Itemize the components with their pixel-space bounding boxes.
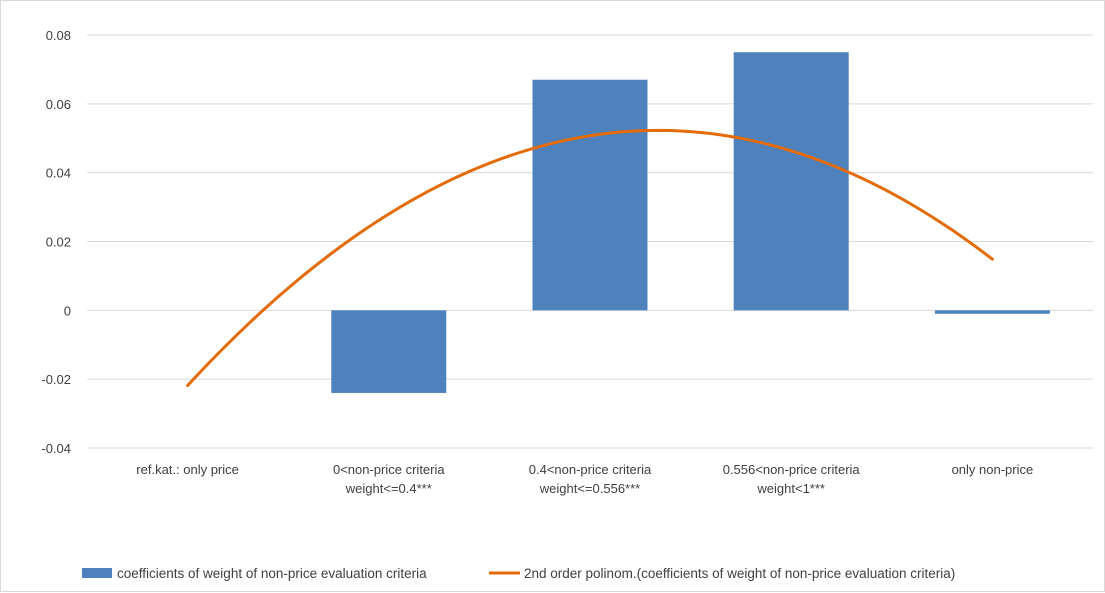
- legend-label-bar: coefficients of weight of non-price eval…: [117, 566, 427, 581]
- trendline: [186, 128, 994, 388]
- y-tick-label: -0.02: [41, 372, 71, 387]
- bar-layer: [331, 52, 1050, 393]
- x-tick-label: 0<non-price criteria: [333, 462, 445, 477]
- bar: [331, 310, 447, 393]
- x-tick-label: 0.4<non-price criteria: [529, 462, 652, 477]
- y-tick-label: 0.08: [46, 28, 71, 43]
- x-tick-label: weight<=0.4***: [345, 481, 432, 496]
- trend-layer: [186, 128, 994, 388]
- bar: [532, 79, 648, 311]
- y-tick-label: 0: [64, 303, 71, 318]
- legend: coefficients of weight of non-price eval…: [82, 566, 955, 581]
- x-tick-label: weight<=0.556***: [539, 481, 640, 496]
- y-tick-label: 0.06: [46, 97, 71, 112]
- x-tick-label: 0.556<non-price criteria: [723, 462, 861, 477]
- y-tick-label: 0.02: [46, 235, 71, 250]
- y-axis-ticks: -0.04 -0.02 0 0.02 0.04 0.06 0.08: [41, 28, 71, 456]
- x-tick-label: weight<1***: [756, 481, 825, 496]
- x-tick-label: ref.kat.: only price: [136, 462, 239, 477]
- bar: [934, 310, 1050, 314]
- legend-swatch-bar: [82, 568, 112, 578]
- x-axis-ticks: ref.kat.: only price 0<non-price criteria…: [136, 462, 1033, 496]
- legend-label-trendline: 2nd order polinom.(coefficients of weigh…: [524, 566, 955, 581]
- x-tick-label: only non-price: [952, 462, 1034, 477]
- y-tick-label: 0.04: [46, 166, 71, 181]
- y-tick-label: -0.04: [41, 441, 71, 456]
- bar: [733, 52, 849, 311]
